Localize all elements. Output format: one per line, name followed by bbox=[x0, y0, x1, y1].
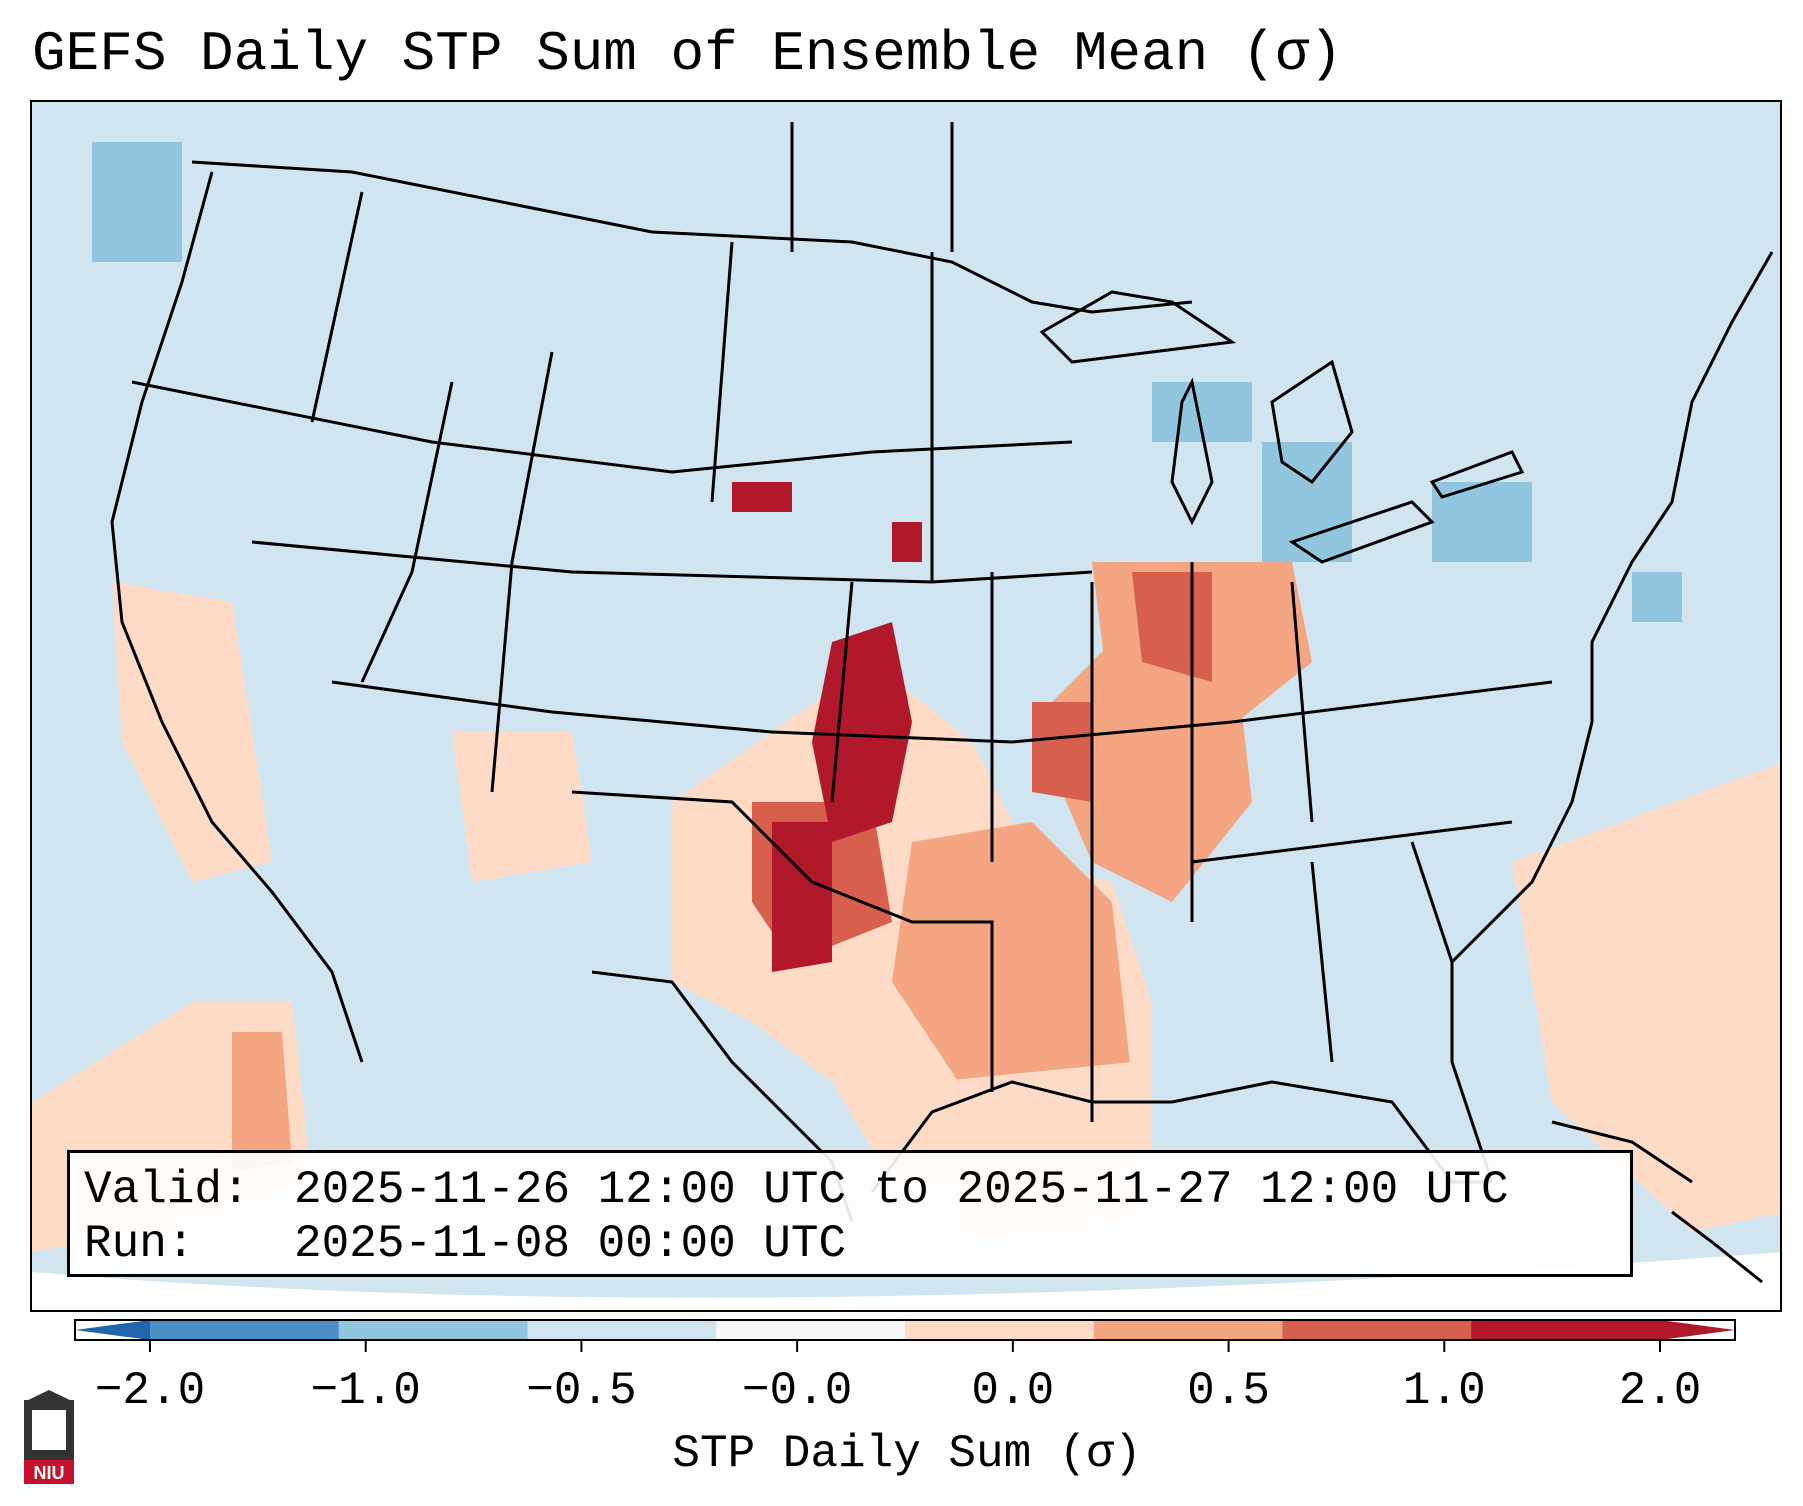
map-canvas bbox=[32, 102, 1780, 1310]
lake-superior bbox=[1039, 290, 1237, 364]
state-borders bbox=[110, 122, 1774, 1284]
colorbar-segment bbox=[1093, 1320, 1283, 1340]
colorbar-segment bbox=[716, 1320, 906, 1340]
strong-positive-patch bbox=[892, 522, 922, 562]
stp-anomaly-field bbox=[32, 142, 1780, 1252]
valid-label: Valid: bbox=[84, 1164, 250, 1216]
colorbar-tick-label: 0.0 bbox=[971, 1365, 1055, 1417]
colorbar bbox=[74, 1319, 1736, 1352]
colorbar-segment bbox=[338, 1320, 528, 1340]
coastline-west bbox=[110, 171, 364, 1063]
run-label: Run: bbox=[84, 1218, 195, 1270]
colorbar-segments bbox=[150, 1320, 1661, 1340]
valid-time-box: Valid: 2025-11-26 12:00 UTC to 2025-11-27… bbox=[67, 1150, 1633, 1277]
negative-anomaly-patch bbox=[1632, 572, 1682, 622]
colorbar-tick-label: −1.0 bbox=[310, 1365, 421, 1417]
colorbar-segment bbox=[527, 1320, 717, 1340]
colorbar-tick-label: 2.0 bbox=[1618, 1365, 1702, 1417]
colorbar-ticks bbox=[149, 1340, 1661, 1352]
colorbar-segment bbox=[1471, 1320, 1661, 1340]
lake-michigan bbox=[1170, 377, 1214, 526]
positive-anomaly-patch bbox=[452, 732, 592, 882]
map-panel bbox=[30, 100, 1782, 1312]
colorbar-label: STP Daily Sum (σ) bbox=[672, 1428, 1142, 1480]
negative-anomaly-patch bbox=[92, 142, 182, 262]
colorbar-tick-label: −0.0 bbox=[741, 1365, 853, 1417]
colorbar-outline bbox=[74, 1319, 1736, 1341]
coastline-east bbox=[1450, 251, 1774, 1183]
lake-ontario bbox=[1429, 450, 1525, 499]
projection-edge bbox=[32, 1252, 1780, 1310]
valid-value: 2025-11-26 12:00 UTC to 2025-11-27 12:00… bbox=[294, 1164, 1509, 1216]
logo-text: NIU bbox=[34, 1463, 65, 1483]
lake-huron bbox=[1270, 359, 1354, 485]
positive-anomaly-patch bbox=[232, 1032, 292, 1172]
lake-erie bbox=[1288, 500, 1435, 564]
run-value: 2025-11-08 00:00 UTC bbox=[294, 1218, 847, 1270]
colorbar-extend-low bbox=[75, 1320, 150, 1340]
strong-positive-patch bbox=[732, 482, 792, 512]
colorbar-segment bbox=[150, 1320, 340, 1340]
positive-anomaly-patch bbox=[892, 822, 1132, 1102]
negative-anomaly-patch bbox=[1262, 442, 1352, 562]
colorbar-tick-label: 1.0 bbox=[1402, 1365, 1486, 1417]
colorbar-extend-high bbox=[1660, 1320, 1735, 1340]
map-title: GEFS Daily STP Sum of Ensemble Mean (σ) bbox=[32, 22, 1343, 86]
colorbar-tick-label: −2.0 bbox=[94, 1365, 206, 1417]
colorbar-segment bbox=[1282, 1320, 1472, 1340]
positive-anomaly-patch bbox=[112, 582, 272, 882]
strong-positive-patch bbox=[812, 622, 912, 842]
strong-positive-patch bbox=[772, 822, 832, 972]
niu-logo: NIU bbox=[24, 1390, 74, 1484]
colorbar-tick-label: −0.5 bbox=[526, 1365, 637, 1417]
colorbar-tick-label: 0.5 bbox=[1187, 1365, 1270, 1417]
positive-anomaly-patch bbox=[1032, 702, 1092, 802]
positive-anomaly-patch bbox=[1512, 763, 1780, 1232]
colorbar-segment bbox=[905, 1320, 1095, 1340]
